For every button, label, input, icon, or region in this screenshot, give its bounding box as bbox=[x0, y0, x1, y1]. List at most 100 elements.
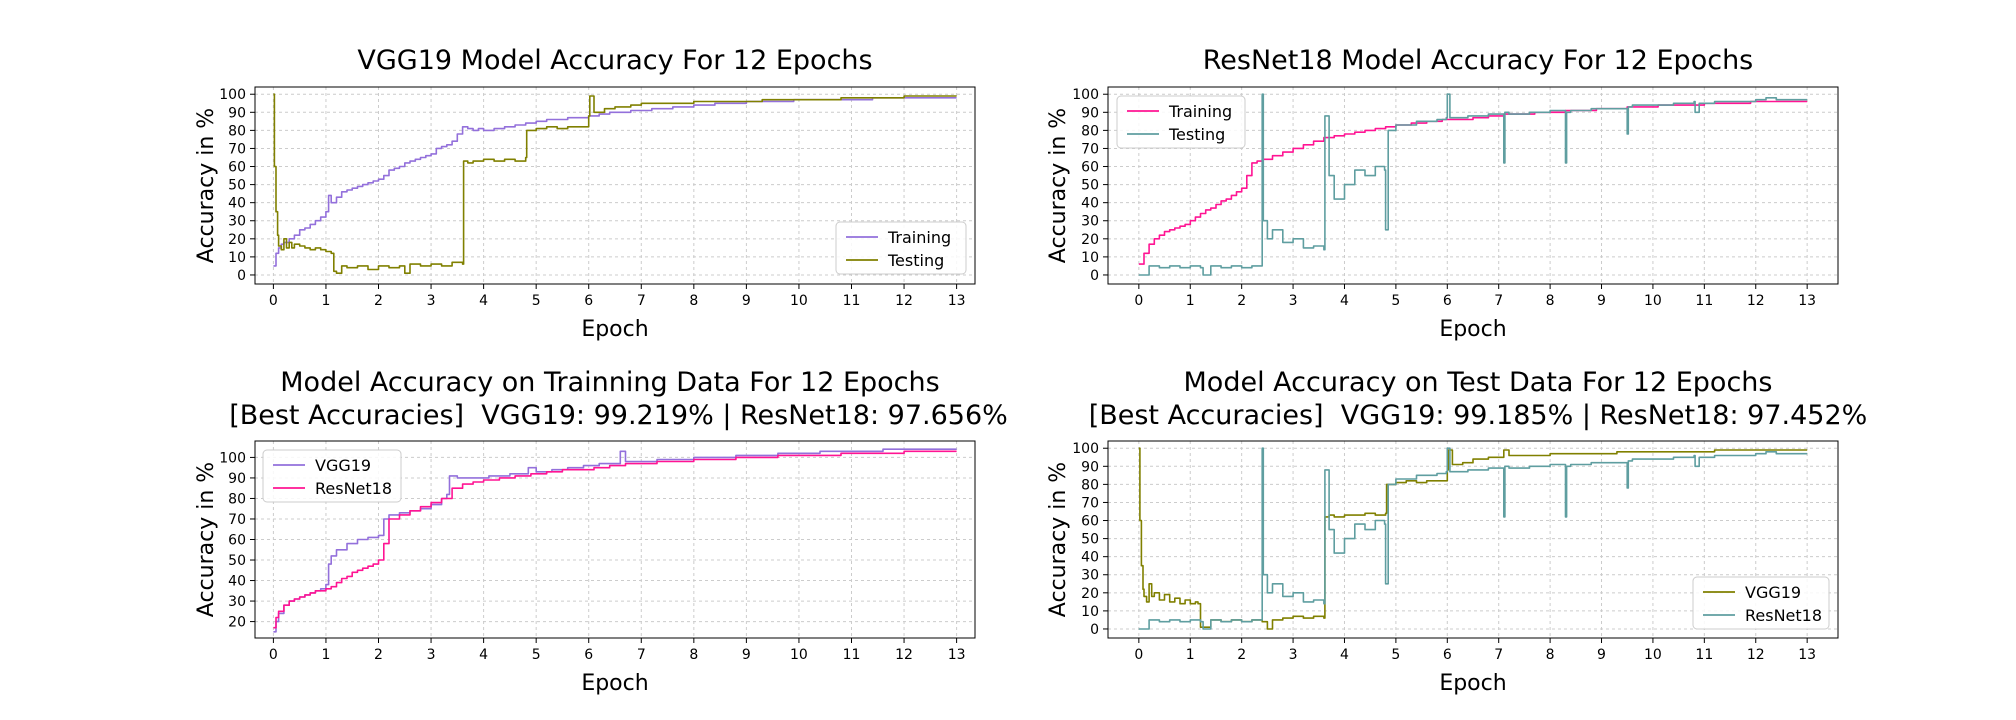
series-line-testing bbox=[1138, 93, 1808, 276]
x-tick-label: 3 bbox=[427, 647, 436, 663]
y-axis-label: Accuracy in % bbox=[1046, 108, 1071, 263]
y-tick-label: 50 bbox=[1081, 532, 1099, 548]
y-tick-label: 70 bbox=[1081, 495, 1099, 511]
y-tick-label: 40 bbox=[1081, 196, 1099, 212]
x-tick-label: 11 bbox=[843, 293, 861, 309]
y-tick-label: 80 bbox=[228, 123, 246, 139]
y-tick-label: 60 bbox=[228, 160, 246, 176]
x-axis-label: Epoch bbox=[1439, 671, 1506, 696]
x-tick-label: 7 bbox=[1494, 647, 1503, 663]
x-tick-label: 13 bbox=[1798, 293, 1816, 309]
y-tick-label: 20 bbox=[1081, 586, 1099, 602]
legend-box bbox=[1116, 95, 1246, 149]
x-tick-label: 10 bbox=[790, 647, 808, 663]
y-tick-label: 100 bbox=[219, 87, 246, 103]
x-tick-label: 10 bbox=[1644, 293, 1662, 309]
x-tick-label: 10 bbox=[790, 293, 808, 309]
x-tick-label: 2 bbox=[1237, 647, 1246, 663]
x-tick-label: 6 bbox=[584, 647, 593, 663]
x-tick-label: 13 bbox=[948, 293, 966, 309]
series-line-training bbox=[1138, 100, 1808, 265]
y-tick-label: 80 bbox=[228, 491, 246, 507]
legend-label: Testing bbox=[887, 251, 944, 270]
y-tick-label: 50 bbox=[228, 553, 246, 569]
x-tick-label: 12 bbox=[1747, 293, 1765, 309]
chart-title: Model Accuracy on Trainning Data For 12 … bbox=[280, 367, 940, 398]
x-tick-label: 8 bbox=[1546, 647, 1555, 663]
x-tick-label: 13 bbox=[948, 647, 966, 663]
x-tick-label: 2 bbox=[374, 293, 383, 309]
x-axis-label: Epoch bbox=[581, 671, 648, 696]
y-tick-label: 100 bbox=[1072, 87, 1099, 103]
legend-label: ResNet18 bbox=[315, 479, 392, 498]
x-tick-label: 4 bbox=[479, 647, 488, 663]
x-tick-label: 0 bbox=[269, 647, 278, 663]
y-tick-label: 50 bbox=[228, 178, 246, 194]
y-axis-label: Accuracy in % bbox=[1046, 462, 1071, 617]
y-tick-label: 90 bbox=[1081, 105, 1099, 121]
chart-svg: 0 1 2 3 4 5 6 7 8 9 10 11 12 130102030405060708090100… bbox=[1046, 86, 1839, 342]
legend-label: VGG19 bbox=[1745, 583, 1801, 602]
x-tick-label: 8 bbox=[689, 293, 698, 309]
y-tick-label: 40 bbox=[1081, 550, 1099, 566]
y-tick-label: 30 bbox=[1081, 568, 1099, 584]
y-tick-label: 20 bbox=[228, 615, 246, 631]
x-tick-label: 13 bbox=[1798, 647, 1816, 663]
x-tick-label: 7 bbox=[637, 647, 646, 663]
y-tick-label: 10 bbox=[1081, 604, 1099, 620]
x-tick-label: 0 bbox=[269, 293, 278, 309]
x-tick-label: 6 bbox=[1443, 293, 1452, 309]
y-tick-label: 80 bbox=[1081, 477, 1099, 493]
x-tick-label: 5 bbox=[532, 293, 541, 309]
x-tick-label: 3 bbox=[1289, 293, 1298, 309]
x-tick-label: 7 bbox=[637, 293, 646, 309]
x-tick-label: 12 bbox=[1747, 647, 1765, 663]
series-line-resnet18 bbox=[273, 450, 957, 629]
y-tick-label: 60 bbox=[228, 533, 246, 549]
x-tick-label: 4 bbox=[1340, 647, 1349, 663]
plot-frame bbox=[1107, 86, 1839, 285]
legend-box bbox=[262, 449, 402, 503]
y-axis-label: Accuracy in % bbox=[194, 108, 219, 263]
y-tick-label: 100 bbox=[219, 450, 246, 466]
x-axis-label: Epoch bbox=[581, 317, 648, 342]
x-tick-label: 11 bbox=[1695, 647, 1713, 663]
y-tick-label: 90 bbox=[1081, 459, 1099, 475]
x-tick-label: 7 bbox=[1494, 293, 1503, 309]
chart-svg: 0 1 2 3 4 5 6 7 8 9 10 11 12 130102030405060708090100… bbox=[194, 86, 976, 342]
legend-box bbox=[1692, 576, 1830, 630]
x-tick-label: 6 bbox=[1443, 647, 1452, 663]
x-tick-label: 4 bbox=[479, 293, 488, 309]
x-tick-label: 3 bbox=[427, 293, 436, 309]
legend-label: Training bbox=[887, 228, 951, 247]
chart-subtitle: [Best Accuracies] VGG19: 99.219% | ResNe… bbox=[229, 400, 1008, 431]
y-tick-label: 20 bbox=[228, 232, 246, 248]
y-tick-label: 50 bbox=[1081, 178, 1099, 194]
y-tick-label: 30 bbox=[228, 594, 246, 610]
x-tick-label: 5 bbox=[1391, 293, 1400, 309]
chart-title: Model Accuracy on Test Data For 12 Epoch… bbox=[1183, 367, 1773, 398]
y-tick-label: 60 bbox=[1081, 514, 1099, 530]
x-tick-label: 1 bbox=[321, 647, 330, 663]
x-tick-label: 11 bbox=[843, 647, 861, 663]
y-tick-label: 40 bbox=[228, 196, 246, 212]
x-tick-label: 0 bbox=[1134, 647, 1143, 663]
x-tick-label: 8 bbox=[1546, 293, 1555, 309]
x-tick-label: 4 bbox=[1340, 293, 1349, 309]
legend-box bbox=[835, 221, 967, 275]
y-tick-label: 80 bbox=[1081, 123, 1099, 139]
legend-label: VGG19 bbox=[315, 456, 371, 475]
y-tick-label: 0 bbox=[237, 268, 246, 284]
x-tick-label: 5 bbox=[532, 647, 541, 663]
legend-label: Training bbox=[1168, 102, 1232, 121]
y-tick-label: 30 bbox=[1081, 214, 1099, 230]
x-tick-label: 11 bbox=[1695, 293, 1713, 309]
x-tick-label: 3 bbox=[1289, 647, 1298, 663]
series-line-resnet18 bbox=[1138, 447, 1808, 630]
y-tick-label: 70 bbox=[228, 141, 246, 157]
series-line-testing bbox=[273, 93, 957, 274]
x-tick-label: 1 bbox=[1186, 647, 1195, 663]
legend-label: Testing bbox=[1168, 125, 1225, 144]
